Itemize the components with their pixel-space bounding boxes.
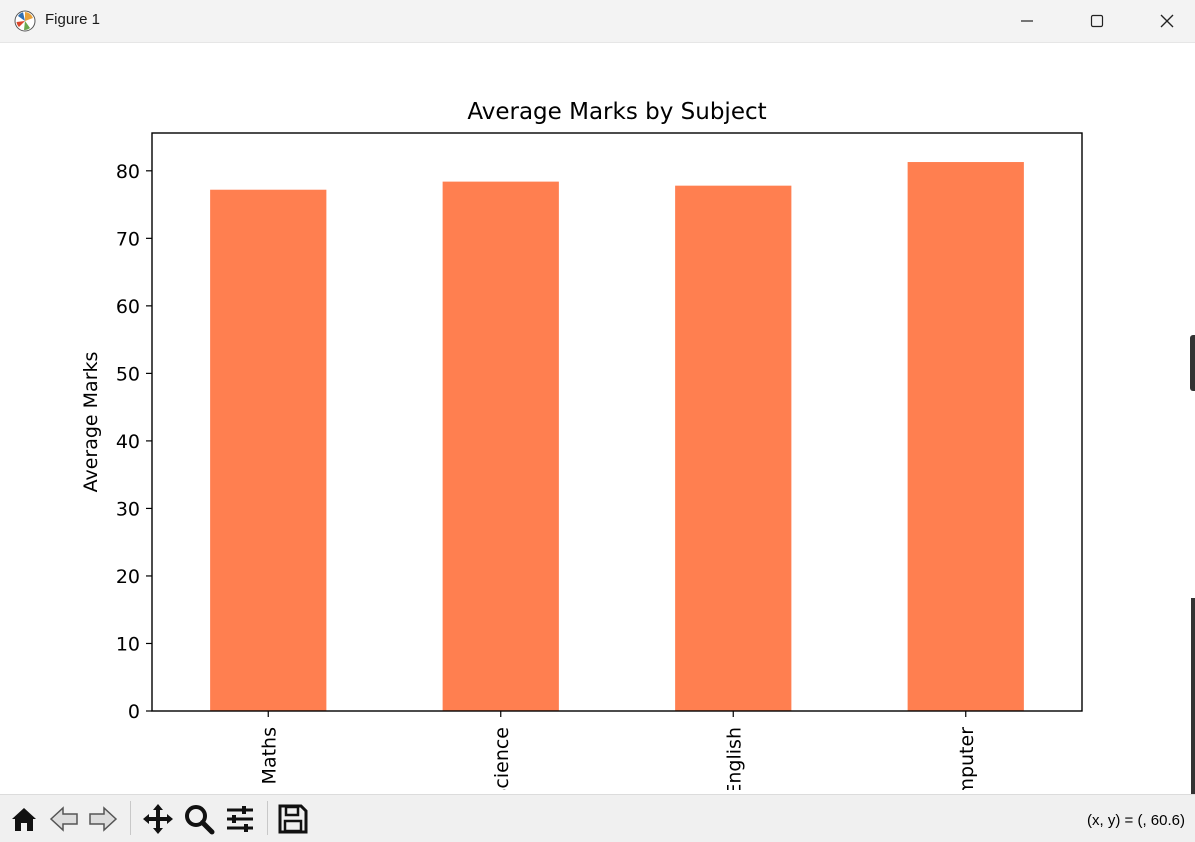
y-tick-label: 0 [128,701,140,723]
y-tick-label: 20 [116,566,140,588]
axes-frame [151,132,1083,712]
y-axis-label: Average Marks [80,352,102,493]
zoom-icon [185,805,215,835]
matplotlib-icon [14,10,36,32]
home-icon [12,808,36,831]
forward-icon [89,806,118,832]
forward-button[interactable] [87,803,119,835]
bar-chart: Average Marks by Subject 0 10 20 30 40 50 60 70 8… [80,99,1083,793]
configure-subplots-icon [227,806,253,832]
home-button[interactable] [8,803,40,835]
toolbar-separator [267,801,268,835]
bar-maths [210,189,327,712]
bar-science [442,181,559,711]
coordinate-readout: (x, y) = (, 60.6) [1087,812,1185,829]
navigation-toolbar: (x, y) = (, 60.6) [0,794,1195,842]
y-tick-label: 80 [116,161,140,183]
minimize-button[interactable] [992,0,1062,42]
x-tick-label-maths: Maths [258,727,280,784]
y-tick-label: 40 [116,431,140,453]
figure-canvas[interactable]: Average Marks by Subject 0 10 20 30 40 50 60 70 8… [0,43,1195,793]
back-icon [49,806,78,832]
window-title: Figure 1 [45,11,101,28]
y-tick-label: 50 [116,363,140,385]
bar-computer [907,162,1024,712]
x-tick-label-english: English [723,727,745,793]
window-edge-shadow [1190,335,1195,391]
maximize-button[interactable] [1062,0,1132,42]
close-button[interactable] [1132,0,1195,42]
zoom-button[interactable] [183,803,215,835]
configure-subplots-button[interactable] [224,803,256,835]
save-button[interactable] [277,803,309,835]
save-icon [278,804,308,834]
maximize-icon [1090,14,1104,28]
bar-english [675,185,792,712]
y-tick-label: 60 [116,296,140,318]
window-titlebar: Figure 1 [0,0,1195,43]
y-tick-label: 10 [116,633,140,655]
chart-title: Average Marks by Subject [467,99,766,125]
window-edge-shadow-lower [1191,598,1195,798]
pan-icon [143,804,173,834]
minimize-icon [1021,20,1033,22]
toolbar-separator [130,801,131,835]
back-button[interactable] [48,803,80,835]
close-icon [1160,14,1174,28]
x-tick-label-science: Science [491,727,513,793]
y-tick-label: 70 [116,228,140,250]
y-tick-label: 30 [116,498,140,520]
pan-button[interactable] [142,803,174,835]
x-tick-label-computer: Computer [956,727,978,793]
x-tick-labels: Maths Science English Computer [258,727,978,793]
